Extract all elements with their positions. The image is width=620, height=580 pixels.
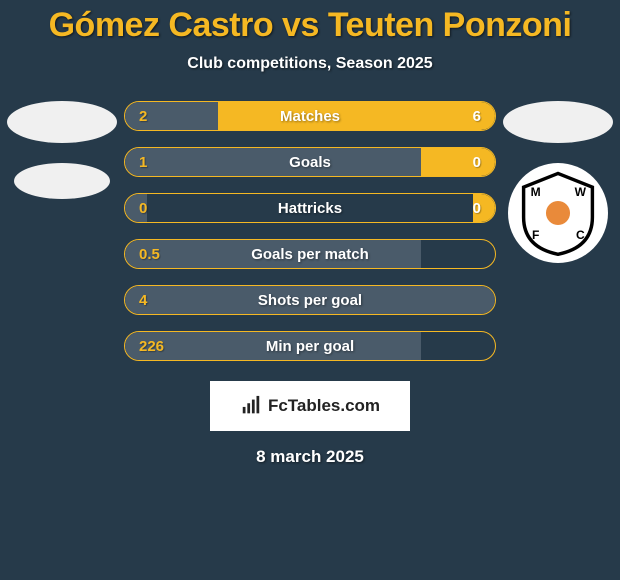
stat-bar-left-value: 2	[139, 108, 147, 125]
brand-name: FcTables.com	[268, 396, 380, 416]
stat-bar-left-value: 4	[139, 292, 147, 309]
stat-bar-left-value: 0.5	[139, 246, 160, 263]
stat-bar: 26Matches	[124, 101, 496, 131]
stat-bars-container: 26Matches10Goals00Hattricks0.5Goals per …	[120, 101, 500, 361]
svg-text:C: C	[576, 228, 585, 242]
stat-bar-right-value: 6	[473, 108, 481, 125]
stat-bar-right-value: 0	[473, 200, 481, 217]
stat-bar-left-fill	[125, 148, 421, 176]
stat-bar-left-fill	[125, 240, 421, 268]
stat-bar-left-value: 0	[139, 200, 147, 217]
stat-bar-label: Hattricks	[125, 200, 495, 217]
stat-bar-left-value: 226	[139, 338, 164, 355]
right-player-avatar-placeholder	[503, 101, 613, 143]
main-content-row: 26Matches10Goals00Hattricks0.5Goals per …	[0, 101, 620, 361]
stat-bar-right-value: 0	[473, 154, 481, 171]
right-club-logo: M W F C	[508, 163, 608, 263]
comparison-subtitle: Club competitions, Season 2025	[187, 55, 432, 73]
club-shield-icon: M W F C	[515, 170, 601, 256]
svg-text:F: F	[532, 228, 539, 242]
stat-bar-right-fill	[218, 102, 496, 130]
left-club-logo-placeholder	[14, 163, 110, 199]
stat-bar: 226Min per goal	[124, 331, 496, 361]
stat-bar-left-value: 1	[139, 154, 147, 171]
left-avatars-column	[0, 101, 120, 361]
left-player-avatar-placeholder	[7, 101, 117, 143]
svg-text:W: W	[575, 185, 587, 199]
comparison-title: Gómez Castro vs Teuten Ponzoni	[49, 6, 572, 45]
stat-bar-left-fill	[125, 286, 495, 314]
bar-chart-icon	[240, 395, 262, 417]
right-avatars-column: M W F C	[500, 101, 620, 361]
brand-footer-box: FcTables.com	[210, 381, 410, 431]
stat-bar: 10Goals	[124, 147, 496, 177]
stat-bar-right-fill	[421, 148, 495, 176]
stat-bar: 0.5Goals per match	[124, 239, 496, 269]
stat-bar: 0 0Hattricks	[124, 193, 496, 223]
stat-bar-left-fill	[125, 332, 421, 360]
svg-text:M: M	[531, 185, 541, 199]
comparison-date: 8 march 2025	[256, 447, 364, 467]
stat-bar: 4Shots per goal	[124, 285, 496, 315]
